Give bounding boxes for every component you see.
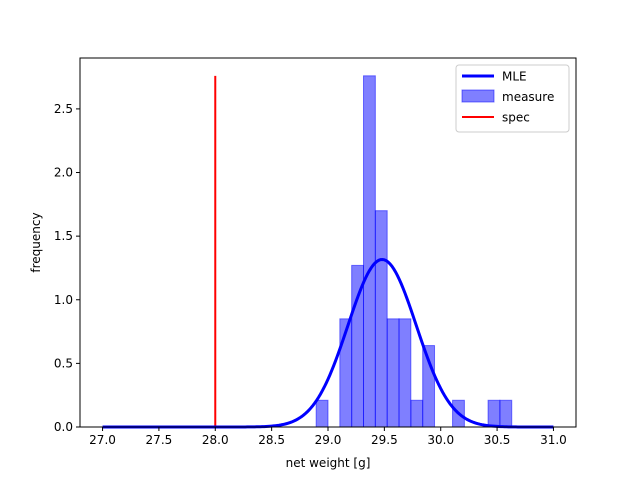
histogram-bar-6 bbox=[398, 318, 412, 428]
y-tick-label: 0.0 bbox=[54, 420, 73, 434]
legend-box bbox=[455, 64, 570, 133]
x-tick-label: 30.5 bbox=[484, 433, 511, 447]
x-tick-label: 27.0 bbox=[89, 433, 116, 447]
y-tick-label: 2.0 bbox=[54, 166, 73, 180]
histogram-bar-5 bbox=[386, 318, 400, 428]
x-tick-label: 28.5 bbox=[258, 433, 285, 447]
legend-spec-label: spec bbox=[502, 111, 530, 125]
x-tick-label: 30.0 bbox=[427, 433, 454, 447]
legend: MLE measure spec bbox=[455, 64, 570, 133]
x-tick-label: 29.0 bbox=[315, 433, 342, 447]
histogram-bar-3 bbox=[363, 75, 376, 428]
histogram-bar-4 bbox=[374, 210, 388, 428]
histogram-bar-7 bbox=[410, 399, 424, 428]
x-axis-label: net weight [g] bbox=[286, 456, 371, 470]
histogram-bar-11 bbox=[499, 399, 513, 428]
histogram-bar-0 bbox=[315, 399, 329, 428]
y-tick-label: 1.0 bbox=[54, 293, 73, 307]
y-tick-label: 2.5 bbox=[54, 102, 73, 116]
histogram-bar-10 bbox=[487, 399, 501, 428]
x-tick-label: 27.5 bbox=[146, 433, 173, 447]
legend-measure-label: measure bbox=[502, 90, 554, 104]
x-tick-label: 28.0 bbox=[202, 433, 229, 447]
x-tick-label: 29.5 bbox=[371, 433, 398, 447]
y-tick-label: 1.5 bbox=[54, 229, 73, 243]
y-axis-ticks: 0.0 0.5 1.0 1.5 2.0 2.5 bbox=[54, 102, 80, 434]
legend-mle-label: MLE bbox=[502, 70, 527, 84]
x-axis-ticks: 27.0 27.5 28.0 28.5 29.0 29.5 30.0 30.5 31.0 bbox=[89, 427, 567, 447]
y-tick-label: 0.5 bbox=[54, 356, 73, 370]
y-axis-label: frequency bbox=[29, 212, 43, 272]
legend-measure-swatch bbox=[461, 89, 495, 103]
x-tick-label: 31.0 bbox=[540, 433, 567, 447]
